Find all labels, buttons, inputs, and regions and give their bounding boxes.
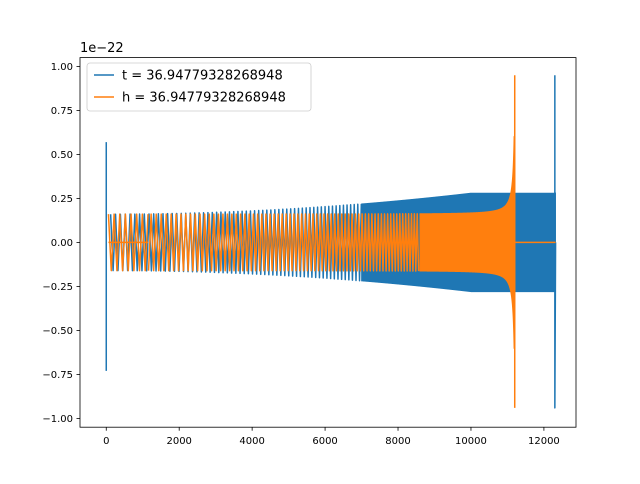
x-axis: 0 2000 4000 6000 8000 10000 12000 — [103, 427, 560, 447]
y-tick-label: 0.50 — [51, 150, 73, 161]
x-tick-label: 2000 — [166, 436, 191, 447]
y-offset-text: 1e−22 — [80, 41, 124, 56]
x-tick-label: 6000 — [312, 436, 337, 447]
y-tick-label: 0.75 — [51, 106, 73, 117]
x-tick-label: 8000 — [385, 436, 410, 447]
series-h-oscillation — [147, 212, 420, 272]
legend-label: t = 36.94779328268948 — [122, 69, 283, 84]
y-tick-label: −0.25 — [42, 282, 73, 293]
y-tick-label: 1.00 — [51, 62, 73, 73]
series-layer — [105, 75, 557, 409]
series-h-early-oscillation — [107, 213, 149, 272]
y-tick-label: 0.00 — [51, 238, 73, 249]
y-axis: 1.00 0.75 0.50 0.25 0.00 −0.25 −0.50 −0.75 −1.00 — [42, 62, 80, 425]
x-tick-label: 10000 — [455, 436, 487, 447]
legend-box — [86, 62, 312, 112]
y-tick-label: −1.00 — [42, 414, 73, 425]
x-tick-label: 12000 — [528, 436, 560, 447]
x-tick-label: 4000 — [239, 436, 264, 447]
legend: t = 36.94779328268948 h = 36.947793282689… — [86, 62, 312, 112]
x-tick-label: 0 — [103, 436, 109, 447]
y-tick-label: 0.25 — [51, 194, 73, 205]
legend-label: h = 36.94779328268948 — [122, 91, 286, 106]
y-tick-label: −0.75 — [42, 370, 73, 381]
series-t-oscillation — [109, 203, 363, 282]
y-tick-label: −0.50 — [42, 326, 73, 337]
series-h-band — [419, 136, 515, 349]
series-t-final-spike — [554, 75, 557, 409]
